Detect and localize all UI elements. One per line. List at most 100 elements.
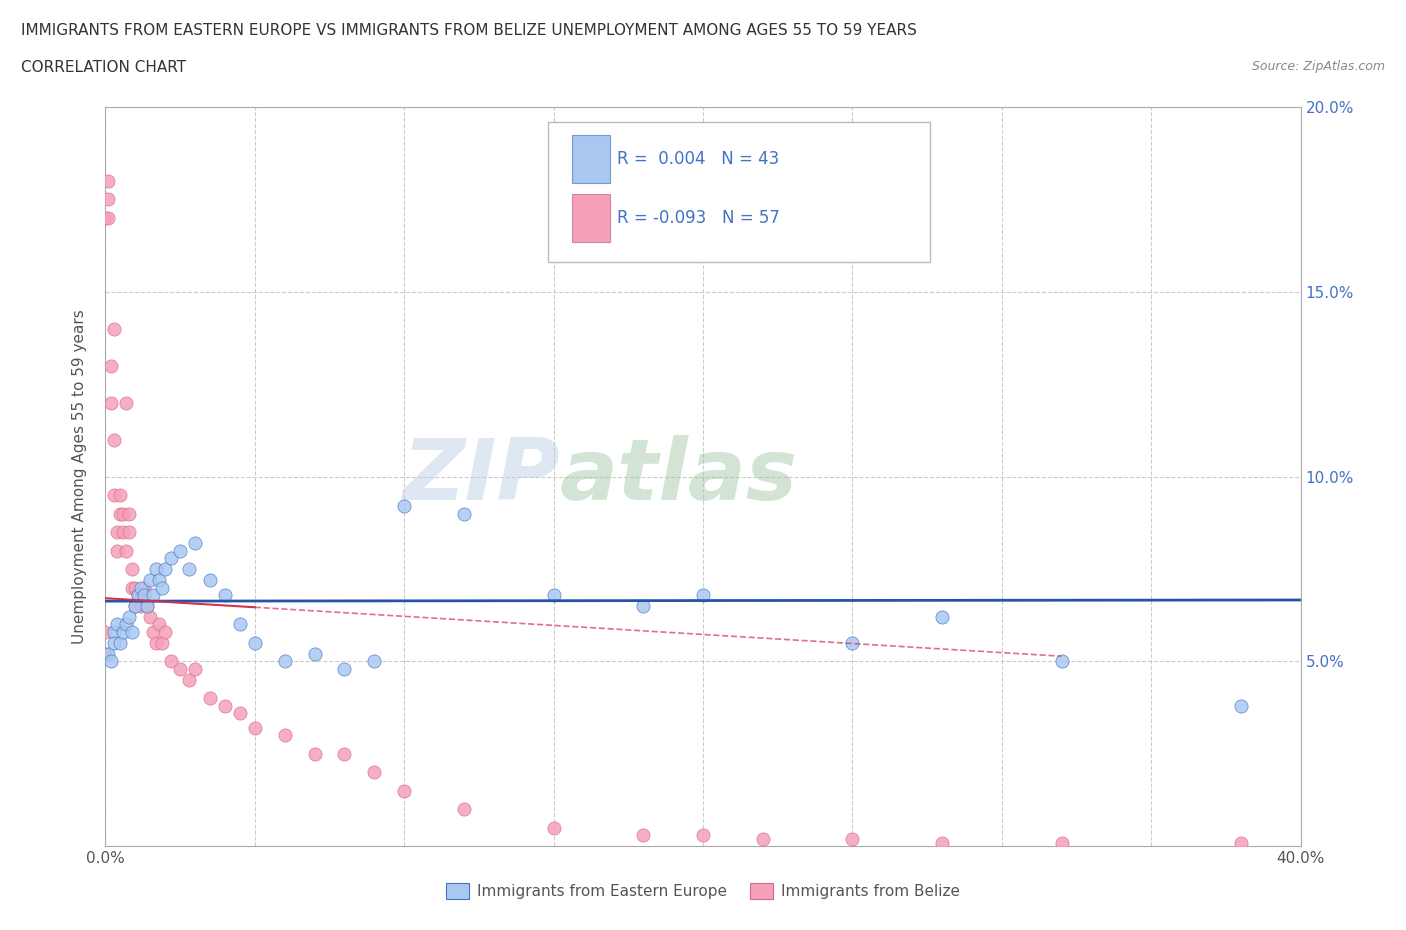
Point bbox=[692, 588, 714, 603]
Point bbox=[931, 835, 953, 850]
Point bbox=[139, 573, 162, 588]
Point bbox=[229, 706, 252, 721]
FancyBboxPatch shape bbox=[571, 135, 610, 183]
Point bbox=[150, 580, 173, 595]
FancyBboxPatch shape bbox=[547, 122, 931, 262]
Point bbox=[136, 599, 159, 614]
Point bbox=[94, 210, 117, 225]
Point bbox=[118, 525, 141, 539]
Point bbox=[243, 721, 266, 736]
Text: CORRELATION CHART: CORRELATION CHART bbox=[21, 60, 186, 75]
Point bbox=[103, 635, 125, 650]
Point bbox=[243, 635, 266, 650]
Point bbox=[110, 506, 132, 521]
Point bbox=[139, 610, 162, 625]
Point bbox=[633, 828, 655, 843]
Point bbox=[112, 525, 135, 539]
Point bbox=[453, 506, 475, 521]
Text: ZIP: ZIP bbox=[402, 435, 560, 518]
Point bbox=[198, 691, 221, 706]
Point bbox=[214, 588, 236, 603]
Point bbox=[841, 635, 863, 650]
Point bbox=[333, 747, 356, 762]
Point bbox=[103, 432, 125, 447]
Point bbox=[121, 562, 143, 577]
Text: R =  0.004   N = 43: R = 0.004 N = 43 bbox=[617, 150, 779, 167]
Point bbox=[110, 487, 132, 502]
Point bbox=[115, 618, 138, 632]
Point bbox=[97, 646, 120, 661]
Point bbox=[127, 588, 149, 603]
Point bbox=[127, 588, 149, 603]
Point bbox=[103, 487, 125, 502]
Point bbox=[94, 624, 117, 639]
Point bbox=[145, 635, 167, 650]
Point bbox=[97, 192, 120, 206]
Point bbox=[363, 654, 385, 669]
Point bbox=[394, 783, 416, 798]
Point bbox=[110, 635, 132, 650]
Point bbox=[150, 635, 173, 650]
Point bbox=[155, 562, 177, 577]
Point bbox=[363, 764, 385, 779]
Point bbox=[115, 395, 138, 410]
Point bbox=[107, 543, 129, 558]
Point bbox=[184, 536, 207, 551]
Point bbox=[103, 624, 125, 639]
Point bbox=[1229, 698, 1253, 713]
Point bbox=[543, 588, 565, 603]
Point bbox=[394, 498, 416, 513]
Point bbox=[107, 525, 129, 539]
Point bbox=[1229, 835, 1253, 850]
Point bbox=[124, 599, 146, 614]
Point bbox=[751, 247, 773, 262]
Point bbox=[304, 646, 326, 661]
Point bbox=[103, 322, 125, 337]
Point bbox=[118, 506, 141, 521]
Point bbox=[145, 562, 167, 577]
Point bbox=[273, 654, 295, 669]
Point bbox=[107, 618, 129, 632]
Point bbox=[112, 506, 135, 521]
Point bbox=[453, 802, 475, 817]
Point bbox=[115, 543, 138, 558]
Point bbox=[177, 672, 201, 687]
Text: R = -0.093   N = 57: R = -0.093 N = 57 bbox=[617, 209, 780, 227]
Point bbox=[160, 551, 183, 565]
Text: Source: ZipAtlas.com: Source: ZipAtlas.com bbox=[1251, 60, 1385, 73]
Point bbox=[160, 654, 183, 669]
Point bbox=[100, 654, 122, 669]
Point bbox=[633, 599, 655, 614]
Point bbox=[841, 831, 863, 846]
Point bbox=[1050, 654, 1073, 669]
Point bbox=[142, 588, 165, 603]
Point bbox=[931, 610, 953, 625]
Point bbox=[751, 831, 773, 846]
Point bbox=[124, 599, 146, 614]
Point bbox=[121, 580, 143, 595]
Point bbox=[169, 543, 191, 558]
Point bbox=[118, 610, 141, 625]
Point bbox=[184, 661, 207, 676]
Text: atlas: atlas bbox=[560, 435, 797, 518]
Point bbox=[134, 580, 156, 595]
Point bbox=[169, 661, 191, 676]
Point bbox=[543, 820, 565, 835]
Point bbox=[229, 618, 252, 632]
Point bbox=[273, 728, 295, 743]
Point bbox=[124, 580, 146, 595]
Point bbox=[142, 624, 165, 639]
Point bbox=[121, 624, 143, 639]
Point bbox=[100, 358, 122, 373]
Point bbox=[177, 562, 201, 577]
Point bbox=[136, 599, 159, 614]
Text: IMMIGRANTS FROM EASTERN EUROPE VS IMMIGRANTS FROM BELIZE UNEMPLOYMENT AMONG AGES: IMMIGRANTS FROM EASTERN EUROPE VS IMMIGR… bbox=[21, 23, 917, 38]
Legend: Immigrants from Eastern Europe, Immigrants from Belize: Immigrants from Eastern Europe, Immigran… bbox=[440, 877, 966, 905]
Point bbox=[94, 646, 117, 661]
Point bbox=[148, 618, 170, 632]
Point bbox=[112, 624, 135, 639]
Point bbox=[304, 747, 326, 762]
Y-axis label: Unemployment Among Ages 55 to 59 years: Unemployment Among Ages 55 to 59 years bbox=[72, 310, 87, 644]
Point bbox=[129, 580, 153, 595]
Point bbox=[198, 573, 221, 588]
